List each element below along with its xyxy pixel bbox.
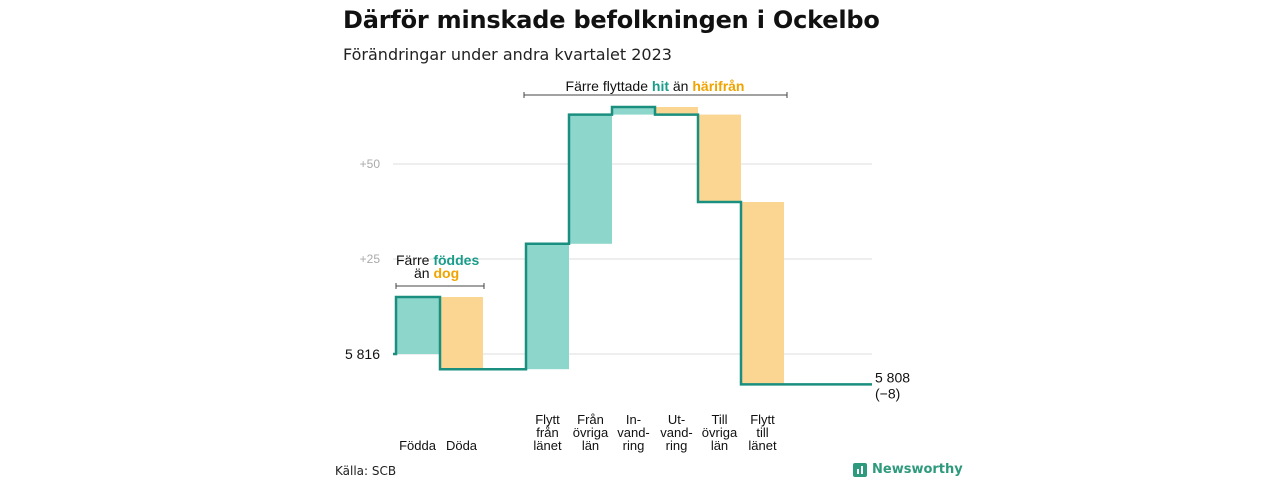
x-category-label: övriga	[573, 425, 609, 440]
annotation-migration-text: Färre flyttade hit än härifrån	[566, 78, 745, 94]
waterfall-bar	[741, 202, 784, 385]
x-category-label: Flytt	[535, 412, 560, 427]
waterfall-bar	[612, 107, 655, 115]
waterfall-bar	[440, 297, 483, 370]
waterfall-bar	[396, 297, 439, 354]
start-value-label: 5 816	[345, 346, 380, 362]
x-category-label: övriga	[702, 425, 738, 440]
waterfall-bar	[655, 107, 698, 115]
brand-name: Newsworthy	[872, 462, 963, 477]
x-category-label: ring	[623, 438, 645, 453]
x-category-label: Döda	[446, 438, 478, 453]
x-category-label: ring	[666, 438, 688, 453]
x-category-label: län	[711, 438, 728, 453]
waterfall-bar	[569, 114, 612, 244]
waterfall-bar	[526, 243, 569, 370]
x-category-label: Födda	[399, 438, 437, 453]
annotation-births-line1: Färre föddes	[396, 252, 479, 268]
x-category-label: länet	[748, 438, 777, 453]
x-category-label: till	[756, 425, 768, 440]
annotation-births-line2: än dog	[414, 265, 459, 281]
x-category-label: Till	[711, 412, 727, 427]
end-value-label: 5 808	[875, 369, 910, 385]
annotation-migration: Färre flyttade hit än härifrån	[523, 78, 788, 98]
chart-subtitle: Förändringar under andra kvartalet 2023	[343, 45, 672, 64]
x-category-label: från	[536, 425, 558, 440]
x-category-label: Ut-	[668, 412, 685, 427]
x-category-label: Flytt	[750, 412, 775, 427]
x-category-label: vand-	[617, 425, 650, 440]
x-category-label: Från	[577, 412, 604, 427]
x-category-label: In-	[626, 412, 641, 427]
cumulative-step-line	[393, 105, 872, 386]
x-category-label: vand-	[660, 425, 693, 440]
x-category-label: län	[582, 438, 599, 453]
x-category-label: länet	[533, 438, 562, 453]
y-tick-label: +50	[360, 157, 381, 171]
source-note: Källa: SCB	[335, 464, 397, 478]
waterfall-bar	[698, 114, 741, 202]
end-change-label: (−8)	[875, 385, 900, 401]
chart-title: Därför minskade befolkningen i Ockelbo	[343, 6, 880, 34]
brand-logo: Newsworthy	[853, 462, 963, 477]
y-tick-label: +25	[360, 252, 381, 266]
newsworthy-logo-icon	[853, 462, 867, 477]
